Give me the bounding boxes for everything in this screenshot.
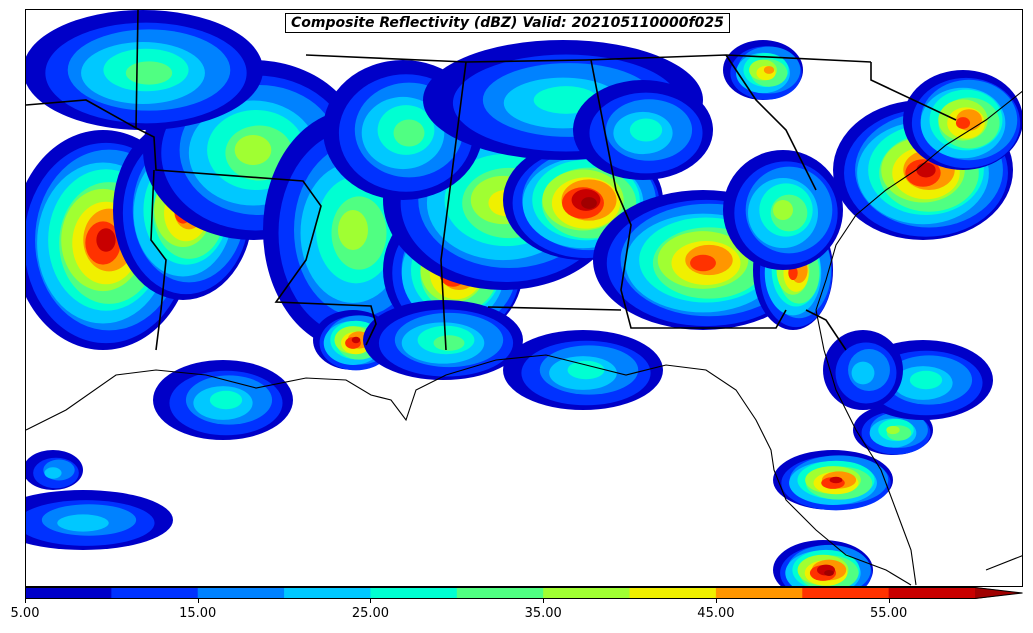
colorbar-cell [111, 587, 199, 599]
reflectivity-contour [909, 370, 943, 390]
coastline-path [815, 309, 917, 586]
colorbar-cell [25, 587, 112, 599]
reflectivity-contour [351, 336, 361, 344]
boundary-line [26, 99, 137, 129]
colorbar [25, 587, 1023, 599]
reflectivity-contour [629, 118, 663, 142]
reflectivity-contour [433, 335, 465, 351]
colorbar-tick-label: 25.00 [351, 606, 390, 621]
reflectivity-contour [886, 425, 900, 435]
coastline-path [985, 555, 1022, 571]
reflectivity-contour [209, 390, 243, 410]
boundary-line [440, 61, 467, 351]
colorbar-tick-label: 5.00 [10, 606, 40, 621]
reflectivity-contour [338, 210, 368, 250]
reflectivity-contour [829, 476, 843, 484]
reflectivity-contour [44, 467, 62, 479]
state-boundaries [26, 10, 957, 351]
colorbar-cell [802, 587, 890, 599]
colorbar-cell [543, 587, 631, 599]
reflectivity-contour [234, 135, 272, 165]
colorbar-tick-label: 15.00 [179, 606, 217, 621]
reflectivity-contour [824, 570, 834, 576]
reflectivity-contour [763, 66, 775, 74]
boundary-line [487, 306, 622, 311]
reflectivity-contour [773, 200, 793, 220]
colorbar-outline [25, 587, 1023, 599]
colorbar-tick-label: 45.00 [697, 606, 735, 621]
reflectivity-contour [581, 197, 597, 209]
reflectivity-contour [851, 361, 875, 385]
reflectivity-contour [57, 514, 109, 532]
colorbar-tick [197, 599, 199, 603]
colorbar-tick-label: 35.00 [524, 606, 562, 621]
reflectivity-contour [96, 228, 116, 252]
colorbar-cell [888, 587, 976, 599]
coastline-path [815, 90, 1022, 311]
colorbar-tick-label: 55.00 [870, 606, 908, 621]
reflectivity-contour [567, 360, 605, 380]
colorbar-tick [543, 599, 545, 603]
colorbar-cell [456, 587, 544, 599]
coastline [26, 90, 1022, 586]
coastline-path [26, 354, 912, 586]
colorbar-cell [370, 587, 458, 599]
boundary-line [870, 62, 957, 121]
boundary-line [590, 59, 787, 329]
boundary-line [150, 169, 167, 351]
boundary-line [135, 10, 377, 346]
boundary-line [305, 54, 872, 63]
reflectivity-contour [125, 61, 173, 85]
reflectivity-contour [916, 162, 936, 178]
colorbar-tick [888, 599, 890, 603]
colorbar-extend-arrow [975, 587, 1023, 599]
colorbar-tick [25, 599, 26, 603]
colorbar-cell [715, 587, 803, 599]
colorbar-tick [715, 599, 717, 603]
reflectivity-map [26, 10, 1022, 586]
colorbar-cell [629, 587, 717, 599]
reflectivity-contour [955, 117, 971, 129]
reflectivity-contour [393, 119, 425, 147]
map-panel [25, 9, 1023, 587]
colorbar-tick [370, 599, 372, 603]
reflectivity-contour [690, 254, 716, 272]
reflectivity-field [26, 10, 1022, 586]
colorbar-cell [284, 587, 371, 599]
map-title: Composite Reflectivity (dBZ) Valid: 2021… [285, 13, 730, 33]
colorbar-cell [197, 587, 285, 599]
boundary-line [725, 54, 817, 191]
boundary-line [805, 309, 847, 351]
